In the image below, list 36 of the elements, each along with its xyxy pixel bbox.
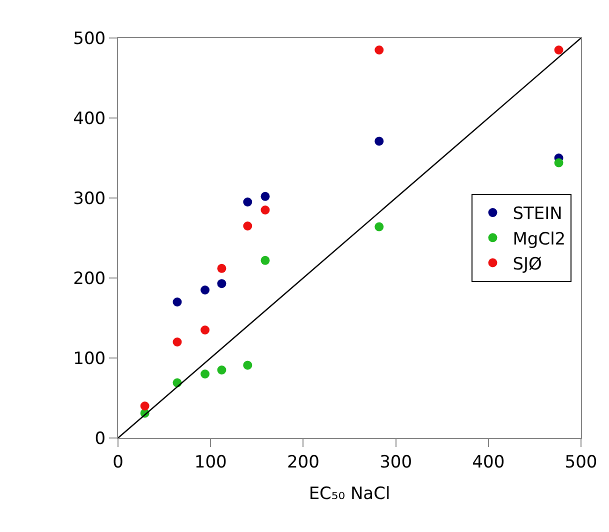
point	[243, 198, 252, 206]
point	[172, 338, 182, 346]
legend-label: SJØ	[512, 254, 542, 274]
point	[217, 366, 226, 374]
x-axis-title: EC₅₀ NaCl	[308, 484, 390, 504]
x-tick-label: 100	[194, 452, 227, 472]
y-tick-label: 500	[73, 28, 106, 49]
point	[200, 370, 210, 378]
point	[260, 256, 270, 265]
point	[260, 206, 270, 214]
legend-label: MgCl2	[512, 229, 566, 250]
point	[374, 136, 384, 146]
point	[140, 402, 150, 410]
point	[172, 298, 182, 306]
x-tick-label: 500	[564, 452, 598, 472]
legend-label: STEIN	[512, 204, 562, 224]
x-tick-label: 400	[472, 452, 505, 472]
point	[243, 360, 252, 370]
y-tick-label: 400	[73, 108, 106, 129]
point	[374, 46, 384, 54]
point	[217, 279, 226, 288]
x-tick-label: 300	[380, 452, 412, 472]
point	[200, 326, 210, 334]
point	[260, 192, 270, 201]
y-tick-label: 100	[73, 348, 106, 369]
y-tick-label: 0	[94, 428, 106, 449]
x-tick-label: 0	[112, 452, 124, 472]
point	[554, 158, 564, 168]
point	[374, 222, 384, 232]
point	[200, 286, 210, 294]
x-tick-label: 200	[286, 452, 320, 472]
point	[554, 46, 564, 54]
y-tick-label: 300	[73, 188, 106, 209]
point	[243, 222, 252, 230]
point	[217, 264, 226, 273]
y-tick-label: 200	[73, 268, 106, 289]
